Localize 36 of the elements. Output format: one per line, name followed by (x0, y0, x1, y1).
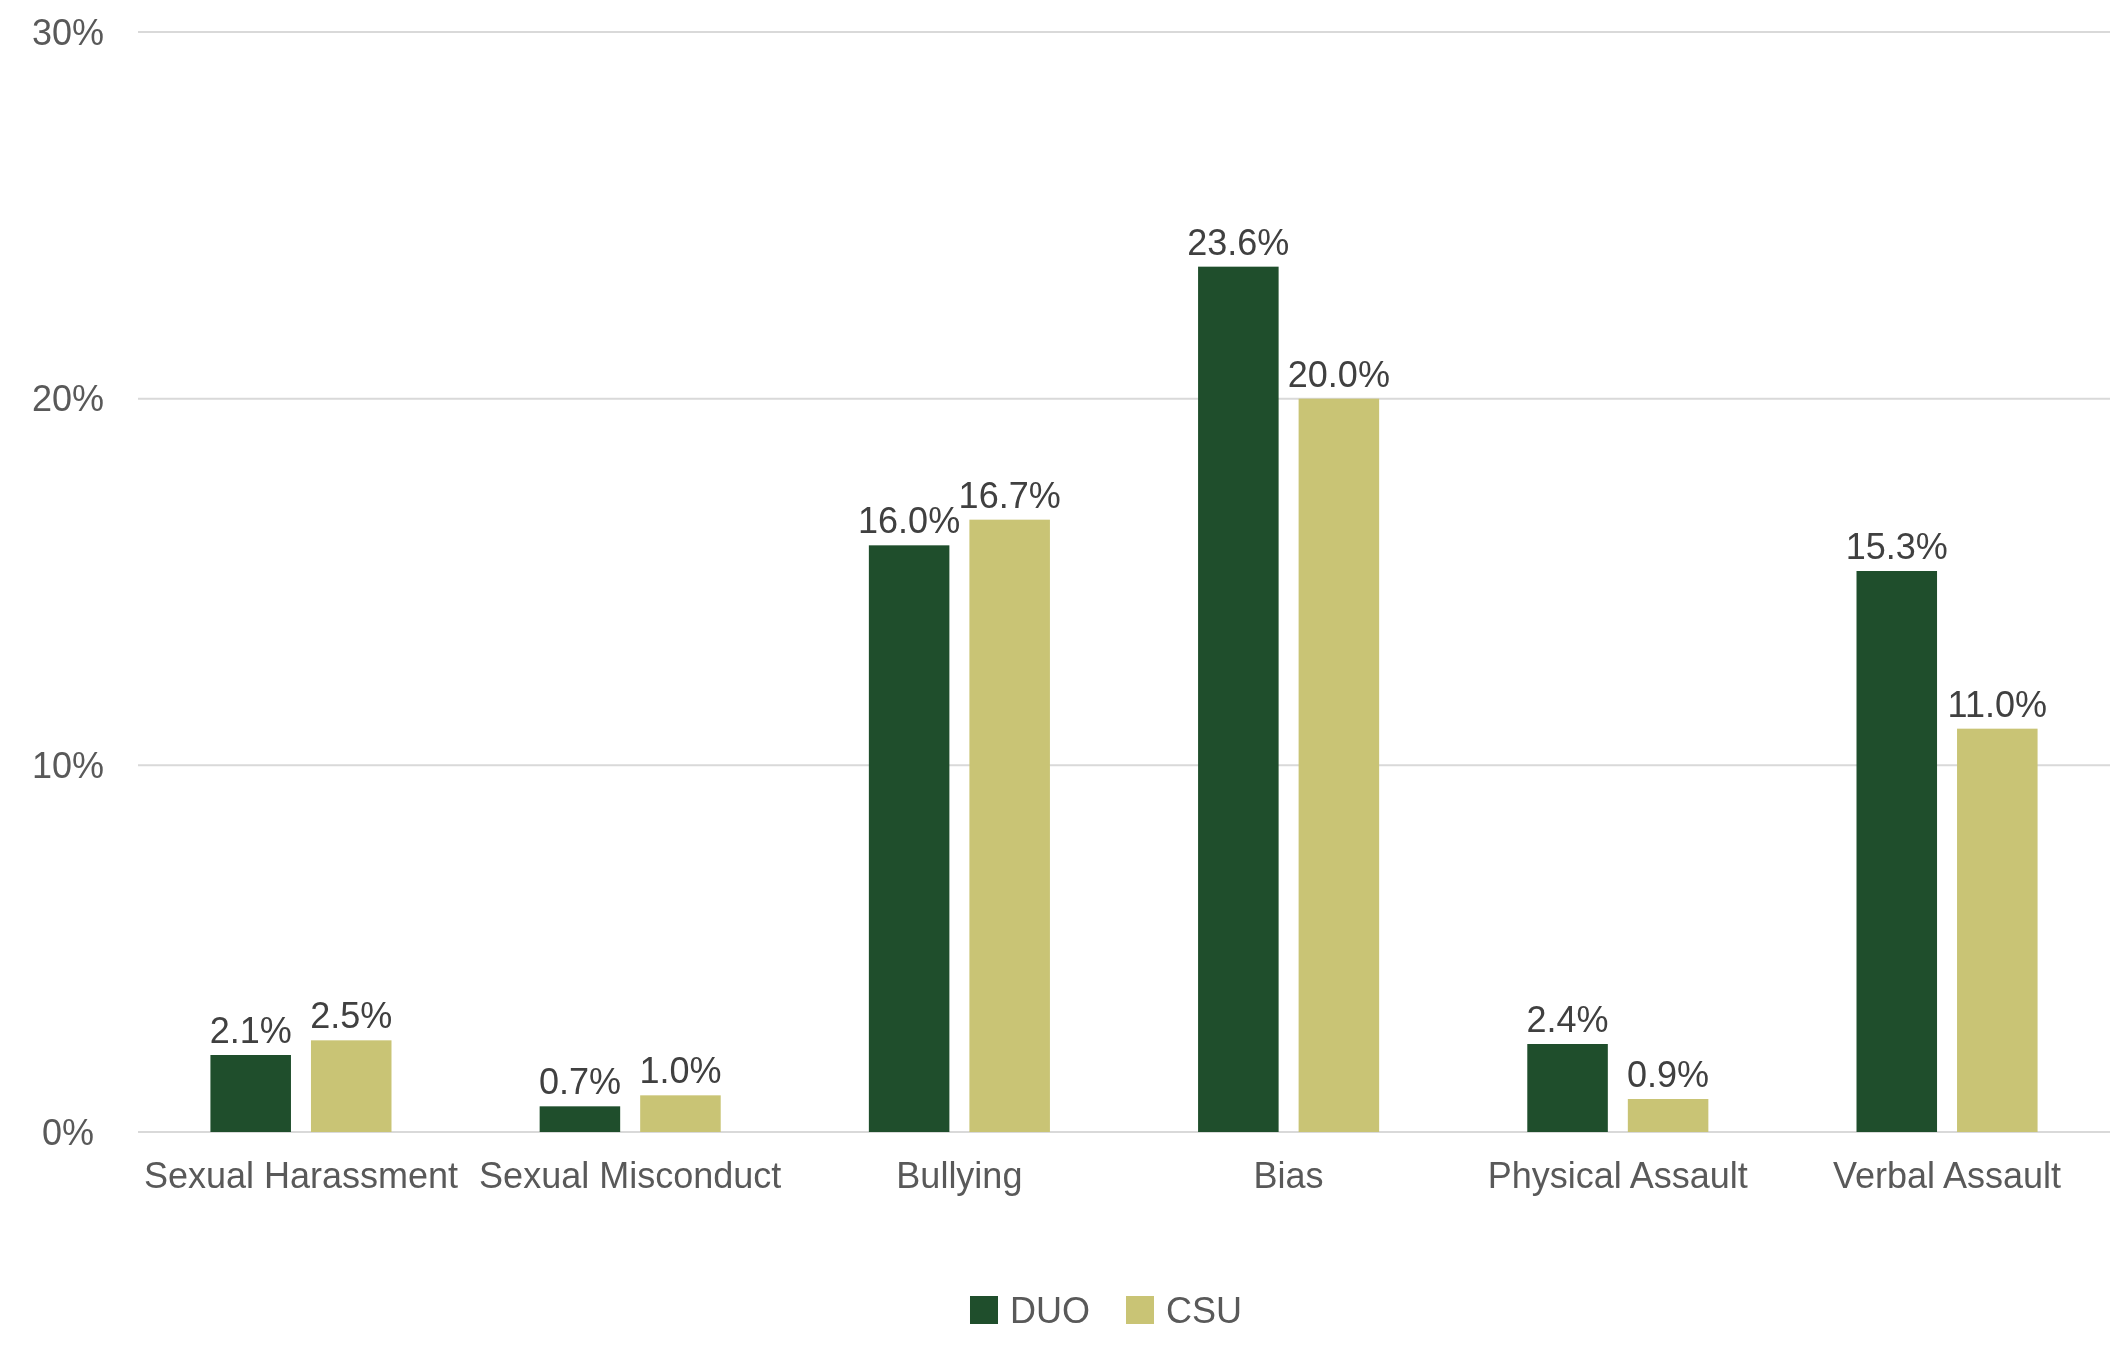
data-label: 0.9% (1627, 1054, 1710, 1095)
x-tick-label: Verbal Assault (1832, 1155, 2062, 1196)
bar (1527, 1044, 1608, 1132)
data-label: 2.4% (1526, 999, 1609, 1040)
bar (640, 1095, 721, 1132)
data-label: 11.0% (1947, 683, 2048, 725)
data-label: 2.1% (209, 1010, 292, 1051)
data-label: 16.0% (858, 500, 961, 542)
data-label: 20.0% (1287, 353, 1390, 395)
data-label: 0.7% (538, 1061, 621, 1103)
data-label: 1.0% (639, 1050, 722, 1092)
data-label: 15.3% (1845, 526, 1948, 567)
bar (210, 1055, 291, 1132)
bar (1198, 266, 1279, 1132)
x-tick-label: Sexual Misconduct (479, 1155, 782, 1196)
x-tick-label: Bullying (896, 1155, 1023, 1196)
y-tick-label: 0% (41, 1111, 95, 1153)
x-tick-label: Bias (1253, 1155, 1324, 1196)
bar (868, 545, 950, 1132)
bar (1856, 571, 1938, 1132)
y-tick-label: 30% (31, 11, 105, 53)
y-tick-label: 20% (31, 378, 105, 420)
bar (1957, 728, 2038, 1132)
bar (310, 1040, 392, 1132)
legend-label: CSU (1166, 1289, 1243, 1331)
data-label: 23.6% (1187, 221, 1290, 263)
bar (1298, 398, 1380, 1132)
y-tick-label: 10% (31, 744, 105, 786)
bar (969, 519, 1050, 1132)
data-label: 2.5% (310, 995, 393, 1037)
x-tick-label: Sexual Harassment (143, 1155, 459, 1196)
data-label: 16.7% (958, 474, 1061, 516)
bar (539, 1106, 621, 1132)
legend-label: DUO (1010, 1289, 1090, 1331)
x-tick-label: Physical Assault (1487, 1155, 1748, 1196)
bar (1627, 1099, 1709, 1132)
